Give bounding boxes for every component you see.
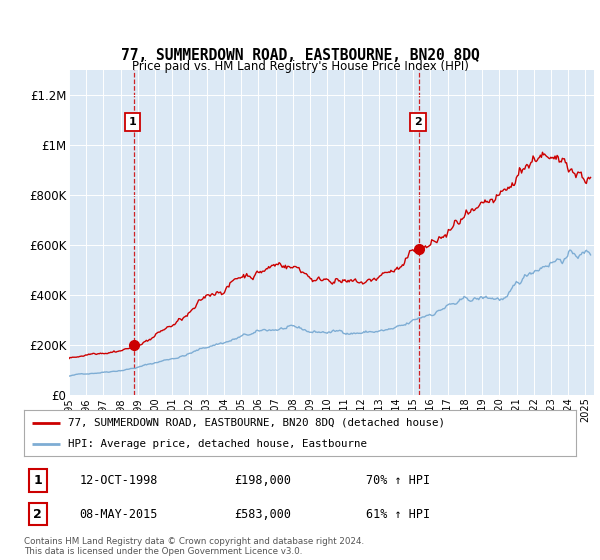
Text: £583,000: £583,000 [234, 507, 291, 521]
Text: 1: 1 [128, 117, 136, 127]
Text: 77, SUMMERDOWN ROAD, EASTBOURNE, BN20 8DQ (detached house): 77, SUMMERDOWN ROAD, EASTBOURNE, BN20 8D… [68, 418, 445, 428]
Text: 12-OCT-1998: 12-OCT-1998 [79, 474, 158, 487]
Text: HPI: Average price, detached house, Eastbourne: HPI: Average price, detached house, East… [68, 439, 367, 449]
Text: 77, SUMMERDOWN ROAD, EASTBOURNE, BN20 8DQ: 77, SUMMERDOWN ROAD, EASTBOURNE, BN20 8D… [121, 49, 479, 63]
Text: 70% ↑ HPI: 70% ↑ HPI [366, 474, 430, 487]
Text: 1: 1 [34, 474, 42, 487]
Text: 2: 2 [34, 507, 42, 521]
Text: Price paid vs. HM Land Registry's House Price Index (HPI): Price paid vs. HM Land Registry's House … [131, 59, 469, 73]
Text: 2: 2 [414, 117, 422, 127]
Text: £198,000: £198,000 [234, 474, 291, 487]
Text: 61% ↑ HPI: 61% ↑ HPI [366, 507, 430, 521]
Text: Contains HM Land Registry data © Crown copyright and database right 2024.
This d: Contains HM Land Registry data © Crown c… [24, 536, 364, 556]
Text: 08-MAY-2015: 08-MAY-2015 [79, 507, 158, 521]
